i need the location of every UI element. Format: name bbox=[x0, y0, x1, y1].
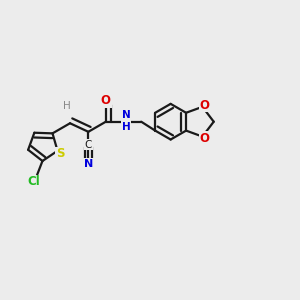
Text: O: O bbox=[200, 132, 210, 145]
Text: Cl: Cl bbox=[27, 175, 40, 188]
Text: N
H: N H bbox=[122, 110, 130, 132]
Text: O: O bbox=[200, 98, 210, 112]
Text: O: O bbox=[101, 94, 111, 107]
Text: S: S bbox=[56, 147, 64, 160]
Text: N: N bbox=[84, 159, 93, 169]
Text: H: H bbox=[63, 101, 71, 111]
Text: C: C bbox=[85, 140, 92, 150]
